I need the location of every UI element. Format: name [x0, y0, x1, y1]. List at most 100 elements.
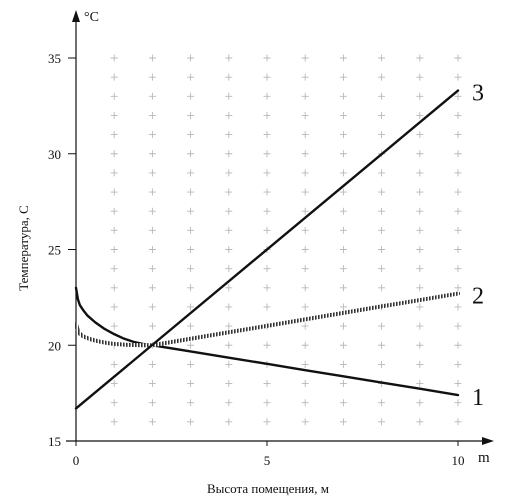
grid-marker [187, 150, 195, 158]
grid-marker [263, 303, 271, 311]
grid-marker [378, 418, 386, 426]
grid-marker [148, 73, 156, 81]
grid-marker [454, 188, 462, 196]
grid-marker [416, 73, 424, 81]
grid-marker [110, 131, 118, 139]
grid-marker [301, 111, 309, 119]
grid-marker [110, 303, 118, 311]
grid-marker [378, 360, 386, 368]
x-tick-label: 5 [264, 453, 271, 468]
grid-marker [110, 226, 118, 234]
grid-marker [225, 207, 233, 215]
grid-marker [454, 226, 462, 234]
grid-marker [339, 226, 347, 234]
grid-marker [263, 265, 271, 273]
grid-marker [263, 150, 271, 158]
x-tick-label: 10 [452, 453, 465, 468]
grid-marker [301, 169, 309, 177]
grid-marker [187, 399, 195, 407]
grid-marker [148, 322, 156, 330]
x-tick-label: 0 [73, 453, 80, 468]
grid-marker [263, 418, 271, 426]
grid-marker [225, 111, 233, 119]
grid-marker [187, 246, 195, 253]
grid-marker [263, 284, 271, 292]
grid-marker [301, 246, 309, 253]
grid-marker [110, 380, 118, 388]
grid-marker [110, 92, 118, 100]
y-tick-label: 20 [48, 338, 61, 353]
grid-marker [339, 322, 347, 330]
grid-marker [148, 111, 156, 119]
grid-marker [110, 188, 118, 196]
grid-marker [187, 188, 195, 196]
grid-marker [225, 188, 233, 196]
grid-marker [454, 150, 462, 158]
grid-marker [110, 111, 118, 119]
grid-marker [148, 207, 156, 215]
grid-marker [110, 360, 118, 368]
grid-marker [301, 73, 309, 81]
grid-marker [148, 399, 156, 407]
series-2-label: 2 [472, 284, 484, 310]
grid-marker [263, 188, 271, 196]
grid-marker [301, 54, 309, 62]
grid-marker [301, 207, 309, 215]
grid-marker [416, 265, 424, 273]
grid-marker [187, 226, 195, 234]
grid-marker [110, 418, 118, 426]
grid-marker [263, 341, 271, 349]
grid-marker [339, 341, 347, 349]
grid-marker [110, 54, 118, 62]
grid-marker [148, 303, 156, 311]
grid-marker [148, 226, 156, 234]
grid-marker [187, 418, 195, 426]
grid-marker [454, 303, 462, 311]
grid-marker [110, 399, 118, 407]
grid-marker [263, 169, 271, 177]
grid-marker [454, 322, 462, 330]
grid-marker [454, 284, 462, 292]
grid-marker [301, 399, 309, 407]
grid-marker [454, 92, 462, 100]
grid-marker [301, 150, 309, 158]
grid-marker [110, 207, 118, 215]
grid-marker [416, 188, 424, 196]
grid-marker [148, 380, 156, 388]
grid-marker [187, 169, 195, 177]
grid-marker [148, 360, 156, 368]
grid-marker [454, 380, 462, 388]
grid-marker [225, 54, 233, 62]
grid-marker [454, 265, 462, 273]
y-unit-label: °C [84, 10, 99, 25]
grid-marker [187, 131, 195, 139]
grid-marker [110, 169, 118, 177]
grid-marker [339, 207, 347, 215]
grid-marker [187, 111, 195, 119]
grid-marker [378, 284, 386, 292]
grid-marker [454, 73, 462, 81]
grid-marker [339, 92, 347, 100]
grid-marker [454, 246, 462, 253]
grid-marker [225, 322, 233, 330]
grid-marker [148, 246, 156, 253]
grid-marker [263, 380, 271, 388]
grid-marker [454, 207, 462, 215]
grid-marker [416, 399, 424, 407]
grid-marker [263, 131, 271, 139]
x-unit-label: m [478, 450, 490, 466]
grid-marker [339, 150, 347, 158]
grid-marker [225, 92, 233, 100]
grid-marker [416, 418, 424, 426]
series-1-label: 1 [472, 385, 484, 411]
grid-marker [339, 399, 347, 407]
grid-marker [378, 188, 386, 196]
grid-marker [225, 341, 233, 349]
y-tick-label: 25 [48, 243, 61, 258]
grid-marker [263, 226, 271, 234]
grid-marker [110, 322, 118, 330]
grid-marker [187, 207, 195, 215]
grid-marker [148, 54, 156, 62]
grid-marker [225, 265, 233, 273]
